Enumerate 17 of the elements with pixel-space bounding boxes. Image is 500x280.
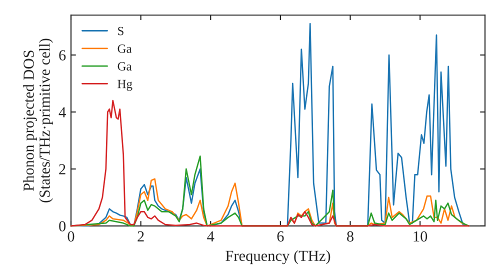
x-tick-label: 10 <box>414 231 428 242</box>
legend-label: S <box>118 26 124 36</box>
x-tick-label: 8 <box>347 231 354 242</box>
y-tick-label: 2 <box>59 164 66 174</box>
y-tick-label: 0 <box>59 221 66 232</box>
x-tick-label: 4 <box>207 231 214 242</box>
x-axis-title: Frequency (THz) <box>226 250 330 264</box>
x-tick-label: 2 <box>138 231 144 242</box>
y-tick-label: 4 <box>58 107 66 118</box>
line-series <box>70 100 470 227</box>
y-tick-label: 6 <box>59 50 66 60</box>
legend-label: Hg <box>118 80 132 91</box>
y-axis-title: Phonon projected DOS (States/THz·primitive cell) <box>23 38 53 202</box>
legend-label: Ga <box>118 62 132 71</box>
x-tick-label: 0 <box>68 231 74 242</box>
x-tick-label: 6 <box>277 231 284 242</box>
legend-label: Ga <box>118 44 132 53</box>
